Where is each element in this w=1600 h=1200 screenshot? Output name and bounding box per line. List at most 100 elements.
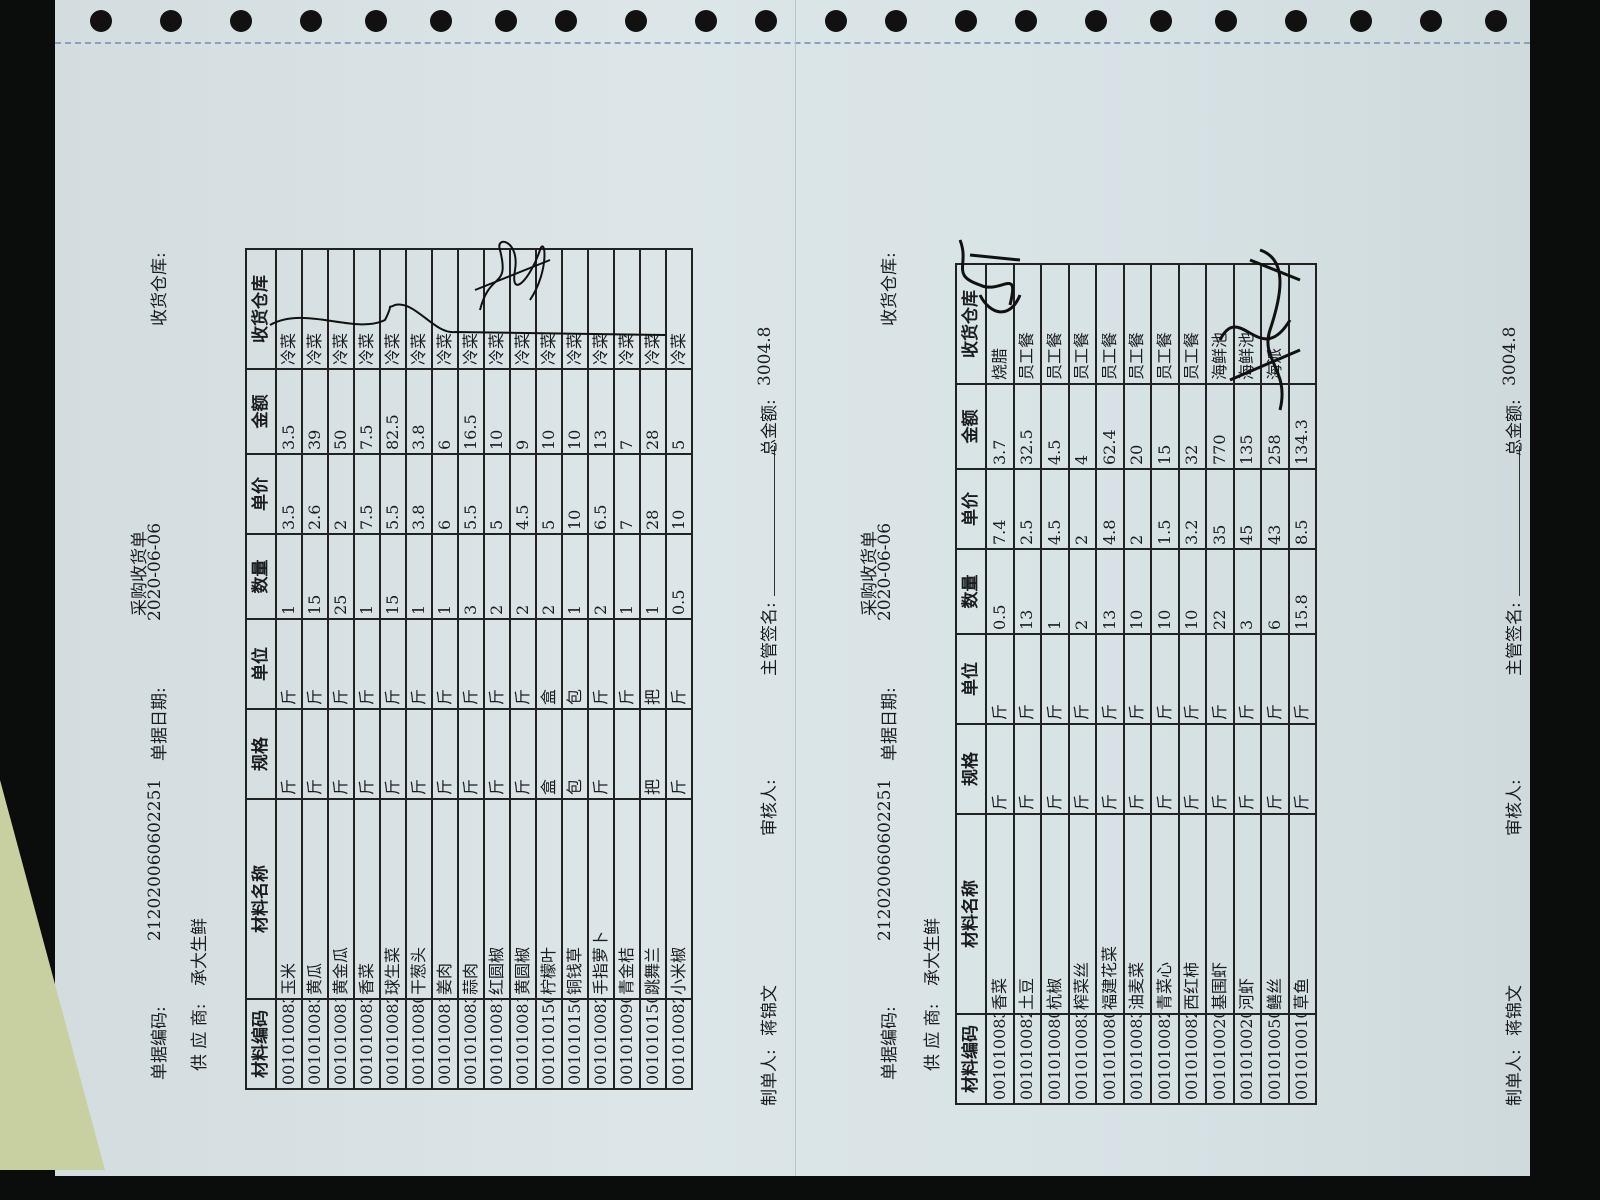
table-cell: 10 — [562, 454, 588, 534]
table-cell: 0010100101 — [1288, 1014, 1316, 1104]
table-cell: 0010100503 — [1261, 1014, 1289, 1104]
printed-form-sheet — [55, 0, 1530, 1176]
table-cell: 斤 — [406, 619, 432, 709]
table-cell: 5 — [666, 369, 692, 454]
sprocket-hole — [300, 10, 322, 32]
table-cell: 1 — [406, 534, 432, 619]
table-cell: 青菜心 — [1151, 814, 1179, 1014]
table-cell: 冷菜 — [510, 249, 536, 369]
table-cell: 3.8 — [406, 454, 432, 534]
table-cell: 冷菜 — [406, 249, 432, 369]
table-cell: 姜肉 — [432, 799, 458, 999]
table-cell: 斤 — [1096, 634, 1124, 724]
sprocket-hole — [625, 10, 647, 32]
column-header: 规格 — [246, 709, 276, 799]
table-cell: 黄金瓜 — [328, 799, 354, 999]
table-cell: 小米椒 — [666, 799, 692, 999]
table-cell: 0010100806 — [406, 999, 432, 1089]
table-cell: 0010100826 — [1013, 1014, 1041, 1104]
purchase-receipt-form-1: 采购收货单 单据编码: 212020060602251 单据日期: 2020-06-06… — [100, 0, 820, 1176]
table-cell: 斤 — [1041, 724, 1069, 814]
table-cell: 斤 — [302, 709, 328, 799]
sprocket-hole — [1350, 10, 1372, 32]
table-cell: 海派 — [1261, 264, 1289, 384]
purchase-receipt-form-2: 采购收货单 单据编码: 212020060602251 单据日期: 2020-06-06… — [830, 0, 1550, 1176]
sprocket-hole — [955, 10, 977, 32]
table-cell: 海鲜池 — [1206, 264, 1234, 384]
doc-no-value: 212020060602251 — [145, 778, 165, 941]
table-cell: 斤 — [432, 619, 458, 709]
table-cell: 7 — [614, 454, 640, 534]
table-cell: 2 — [1123, 469, 1151, 549]
table-cell: 10 — [536, 369, 562, 454]
table-cell: 15 — [302, 534, 328, 619]
table-cell: 员工餐 — [1096, 264, 1124, 384]
table-cell: 0010101505 — [562, 999, 588, 1089]
table-cell: 斤 — [1178, 634, 1206, 724]
sprocket-hole — [1015, 10, 1037, 32]
table-cell: 冷菜 — [614, 249, 640, 369]
table-cell: 基围虾 — [1206, 814, 1234, 1014]
supplier-label: 供 应 商: — [190, 1003, 210, 1071]
table-cell: 土豆 — [1013, 814, 1041, 1014]
table-cell: 2 — [328, 454, 354, 534]
table-cell: 7.4 — [986, 469, 1014, 549]
sprocket-hole — [695, 10, 717, 32]
table-cell: 82.5 — [380, 369, 406, 454]
table-cell: 斤 — [1068, 634, 1096, 724]
table-row: 0010100835 香菜斤斤 0.5 7.4 3.7 烧腊 — [986, 264, 1014, 1104]
table-cell: 20 — [1123, 384, 1151, 469]
table-cell: 香菜 — [354, 799, 380, 999]
table-cell: 10 — [666, 454, 692, 534]
table-cell: 斤 — [1206, 634, 1234, 724]
table-cell: 0010100827 — [1178, 1014, 1206, 1104]
maker-label: 制单人: — [1505, 1049, 1525, 1106]
page-fold — [795, 0, 796, 1176]
table-cell: 盒 — [536, 619, 562, 709]
table-cell: 斤 — [510, 709, 536, 799]
table-cell: 0010100835 — [458, 999, 484, 1089]
supplier-label: 供 应 商: — [923, 1003, 943, 1071]
table-cell: 跳舞兰 — [640, 799, 666, 999]
table-cell: 28 — [640, 369, 666, 454]
table-cell: 5.5 — [380, 454, 406, 534]
items-table: 材料编码 材料名称 规格 单位 数量 单价 金额 收货仓库 0010100835 香菜斤斤 0.5 7… — [955, 263, 1317, 1105]
sprocket-hole — [555, 10, 577, 32]
table-cell: 32.5 — [1013, 384, 1041, 469]
table-cell: 0010100822 — [380, 999, 406, 1089]
table-cell: 1 — [562, 534, 588, 619]
column-header: 金额 — [246, 369, 276, 454]
table-cell: 斤 — [1096, 724, 1124, 814]
table-cell: 草鱼 — [1288, 814, 1316, 1014]
table-cell: 冷菜 — [536, 249, 562, 369]
table-header-row: 材料编码 材料名称 规格 单位 数量 单价 金额 收货仓库 — [956, 264, 986, 1104]
table-cell: 冷菜 — [354, 249, 380, 369]
table-cell: 员工餐 — [1013, 264, 1041, 384]
table-cell: 0010100835 — [986, 1014, 1014, 1104]
supervisor-signature-line — [760, 446, 775, 597]
table-cell: 斤 — [380, 709, 406, 799]
table-cell: 斤 — [276, 709, 302, 799]
column-header: 收货仓库 — [246, 249, 276, 369]
table-cell: 斤 — [276, 619, 302, 709]
sprocket-hole — [755, 10, 777, 32]
table-cell: 斤 — [986, 724, 1014, 814]
table-row: 0010100906 青金桔斤 1 7 7 冷菜 — [614, 249, 640, 1089]
table-cell: 河虾 — [1233, 814, 1261, 1014]
table-cell: 干葱头 — [406, 799, 432, 999]
table-cell: 把 — [640, 709, 666, 799]
table-cell: 3 — [1233, 549, 1261, 634]
table-cell: 斤 — [354, 709, 380, 799]
table-cell: 2 — [588, 534, 614, 619]
sprocket-hole — [1285, 10, 1307, 32]
table-cell: 海鲜池 — [1233, 264, 1261, 384]
column-header: 单价 — [246, 454, 276, 534]
table-cell: 1 — [614, 534, 640, 619]
table-cell: 斤 — [302, 619, 328, 709]
table-cell: 油麦菜 — [1123, 814, 1151, 1014]
column-header: 材料编码 — [956, 1014, 986, 1104]
table-cell: 32 — [1178, 384, 1206, 469]
table-cell: 西红柿 — [1178, 814, 1206, 1014]
table-row: 0010100202 河虾斤斤 3 45 135 海鲜池 — [1233, 264, 1261, 1104]
table-cell: 球生菜 — [380, 799, 406, 999]
